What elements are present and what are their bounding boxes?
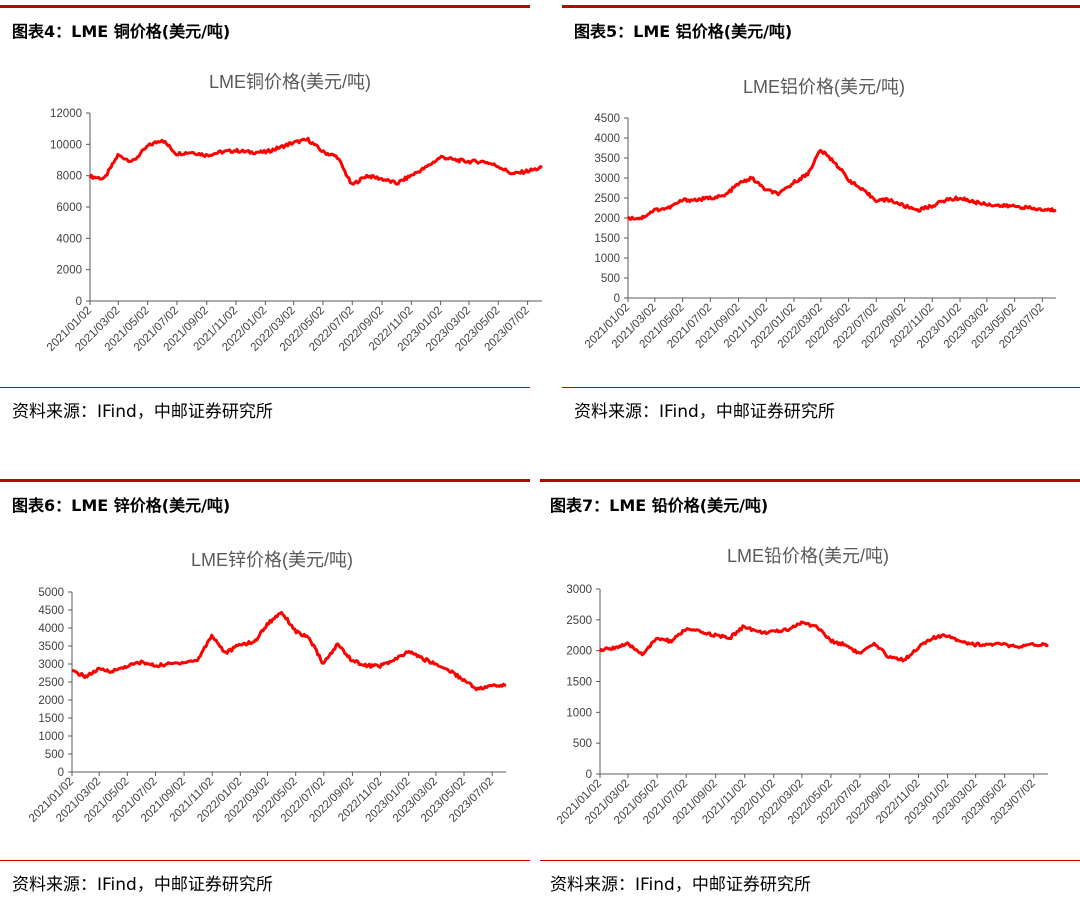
y-tick-label: 1500 xyxy=(566,677,592,689)
price-series-line xyxy=(626,148,1057,221)
chart-title: LME铜价格(美元/吨) xyxy=(209,72,371,92)
source-rule xyxy=(540,860,1080,861)
panel-title: 图表7：LME 铅价格(美元/吨) xyxy=(550,496,769,515)
price-series-line xyxy=(598,620,1050,663)
y-tick-label: 3000 xyxy=(594,173,620,185)
source-rule xyxy=(0,387,530,388)
panel-source: 资料来源：IFind，中邮证券研究所 xyxy=(574,402,835,422)
panel-source: 资料来源：IFind，中邮证券研究所 xyxy=(12,402,273,422)
y-tick-label: 6000 xyxy=(56,202,82,214)
panel-top-rule xyxy=(0,5,530,8)
y-tick-label: 0 xyxy=(58,767,64,779)
y-tick-label: 500 xyxy=(45,749,64,761)
y-tick-label: 1500 xyxy=(38,713,64,725)
y-tick-label: 2500 xyxy=(594,193,620,205)
y-tick-label: 2000 xyxy=(56,265,82,277)
y-tick-label: 5000 xyxy=(38,587,64,599)
y-tick-label: 0 xyxy=(586,769,592,781)
y-tick-label: 1000 xyxy=(38,731,64,743)
y-tick-label: 1500 xyxy=(594,233,620,245)
lead-price-chart: LME铅价格(美元/吨)0500100015002000250030002021… xyxy=(555,546,1050,827)
y-tick-label: 500 xyxy=(601,273,620,285)
price-series-line xyxy=(88,136,543,186)
y-tick-label: 12000 xyxy=(50,108,82,120)
y-tick-label: 4000 xyxy=(38,623,64,635)
panel-source: 资料来源：IFind，中邮证券研究所 xyxy=(12,875,273,895)
source-rule xyxy=(0,860,530,861)
y-tick-label: 2500 xyxy=(566,615,592,627)
y-tick-label: 3000 xyxy=(566,584,592,596)
panel-top-rule xyxy=(540,479,1080,482)
y-tick-label: 0 xyxy=(76,296,82,308)
copper-price-chart: LME铜价格(美元/吨)0200040006000800010000120002… xyxy=(45,72,543,354)
y-tick-label: 2000 xyxy=(566,646,592,658)
panel-title: 图表5：LME 铝价格(美元/吨) xyxy=(574,22,793,41)
y-tick-label: 1000 xyxy=(594,253,620,265)
y-tick-label: 3500 xyxy=(594,153,620,165)
y-tick-label: 3000 xyxy=(38,659,64,671)
y-tick-label: 4000 xyxy=(56,233,82,245)
y-tick-label: 2500 xyxy=(38,677,64,689)
y-tick-label: 500 xyxy=(573,738,592,750)
aluminum-price-chart: LME铝价格(美元/吨) 0 500 1000 1500 2000 2500 3000 3500… xyxy=(583,77,1057,351)
price-series-line xyxy=(71,611,507,692)
panel-title: 图表4：LME 铜价格(美元/吨) xyxy=(12,22,231,41)
y-tick-label: 8000 xyxy=(56,171,82,183)
panel-title: 图表6：LME 锌价格(美元/吨) xyxy=(12,496,231,515)
panel-top-rule xyxy=(562,5,1080,8)
chart-title: LME铝价格(美元/吨) xyxy=(743,77,905,97)
y-tick-label: 4000 xyxy=(594,133,620,145)
zinc-price-chart: LME锌价格(美元/吨) 0 500 1000 1500 2000 2500 3000 3500… xyxy=(27,550,507,825)
chart-title: LME锌价格(美元/吨) xyxy=(191,550,353,570)
panel-top-rule xyxy=(0,479,530,482)
y-tick-label: 0 xyxy=(614,293,620,305)
y-tick-label: 4500 xyxy=(38,605,64,617)
chart-title: LME铅价格(美元/吨) xyxy=(727,546,889,566)
panel-source: 资料来源：IFind，中邮证券研究所 xyxy=(550,875,811,895)
y-tick-label: 10000 xyxy=(50,139,82,151)
y-tick-label: 2000 xyxy=(38,695,64,707)
y-tick-label: 1000 xyxy=(566,707,592,719)
y-tick-label: 2000 xyxy=(594,213,620,225)
y-tick-label: 4500 xyxy=(594,113,620,125)
source-rule xyxy=(562,387,1080,388)
y-tick-label: 3500 xyxy=(38,641,64,653)
